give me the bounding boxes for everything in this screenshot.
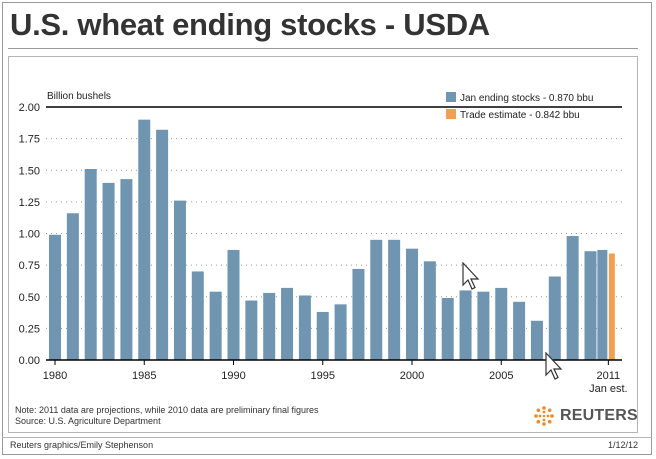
- reuters-wordmark: REUTERS: [560, 407, 638, 424]
- bar: [138, 119, 151, 361]
- y-tick-label: 0.50: [19, 292, 40, 304]
- mouse-cursor-icon: [545, 352, 563, 380]
- x-tick-label: 1985: [132, 370, 156, 382]
- y-tick-label: 0.25: [19, 323, 40, 335]
- chart-note: Note: 2011 data are projections, while 2…: [15, 405, 319, 427]
- bar: [548, 276, 561, 360]
- bar: [441, 298, 454, 360]
- title-divider: [8, 48, 638, 49]
- bar: [477, 291, 490, 360]
- bar: [495, 287, 508, 360]
- bar: [66, 213, 79, 360]
- bar: [316, 311, 329, 360]
- bar: [370, 239, 383, 360]
- y-tick-label: 1.25: [19, 197, 40, 209]
- y-tick-label: 0.75: [19, 260, 40, 272]
- bar: [49, 234, 61, 360]
- bar: [156, 129, 169, 360]
- bar: [334, 304, 347, 360]
- bar: [173, 200, 186, 360]
- x-tick-label: 2005: [489, 370, 513, 382]
- legend-label: Jan ending stocks - 0.870 bbu: [460, 93, 593, 104]
- bar: [530, 320, 543, 360]
- y-tick-label: 1.50: [19, 165, 40, 177]
- x-tick-label: 1995: [311, 370, 335, 382]
- bar: [597, 249, 608, 360]
- bar: [227, 249, 240, 360]
- x-tick-label: 2011: [597, 370, 621, 382]
- source-note: Source: U.S. Agriculture Department: [15, 416, 161, 426]
- legend-swatch: [446, 92, 456, 102]
- x-tick-label: 1990: [221, 370, 245, 382]
- bar: [102, 182, 115, 360]
- reuters-logo: REUTERS: [533, 405, 638, 427]
- legend-swatch: [446, 109, 456, 119]
- x-tick-label: 2000: [400, 370, 424, 382]
- bar: [352, 268, 365, 360]
- bar: [584, 251, 597, 360]
- publish-date: 1/12/12: [607, 440, 638, 450]
- y-axis-label: Billion bushels: [47, 91, 111, 102]
- bar: [298, 295, 311, 360]
- x-tick-sublabel: Jan est.: [589, 383, 628, 395]
- legend-label: Trade estimate - 0.842 bbu: [460, 110, 580, 121]
- bar: [191, 271, 204, 360]
- bar: [423, 261, 436, 360]
- x-tick-label: 1980: [43, 370, 67, 382]
- chart-panel: [8, 56, 638, 433]
- bar: [209, 291, 222, 360]
- footer-divider: [2, 437, 652, 438]
- y-tick-label: 2.00: [19, 102, 40, 114]
- bar: [245, 300, 258, 360]
- y-tick-label: 1.75: [19, 134, 40, 146]
- y-tick-label: 1.00: [19, 229, 40, 241]
- bar: [459, 290, 472, 360]
- bar: [513, 301, 526, 360]
- y-tick-label: 0.00: [19, 355, 40, 367]
- projection-note: Note: 2011 data are projections, while 2…: [15, 405, 319, 415]
- bar: [120, 179, 133, 360]
- mouse-cursor-icon: [462, 262, 480, 290]
- estimate-bar: [608, 253, 615, 360]
- bar: [263, 292, 276, 360]
- chart-title: U.S. wheat ending stocks - USDA: [10, 7, 490, 42]
- bar: [406, 248, 418, 360]
- graphics-credit: Reuters graphics/Emily Stephenson: [10, 440, 154, 450]
- reuters-dots-icon: [534, 406, 554, 426]
- bar: [566, 236, 579, 360]
- bar: [388, 239, 401, 360]
- bar: [84, 168, 97, 360]
- bar: [281, 287, 294, 360]
